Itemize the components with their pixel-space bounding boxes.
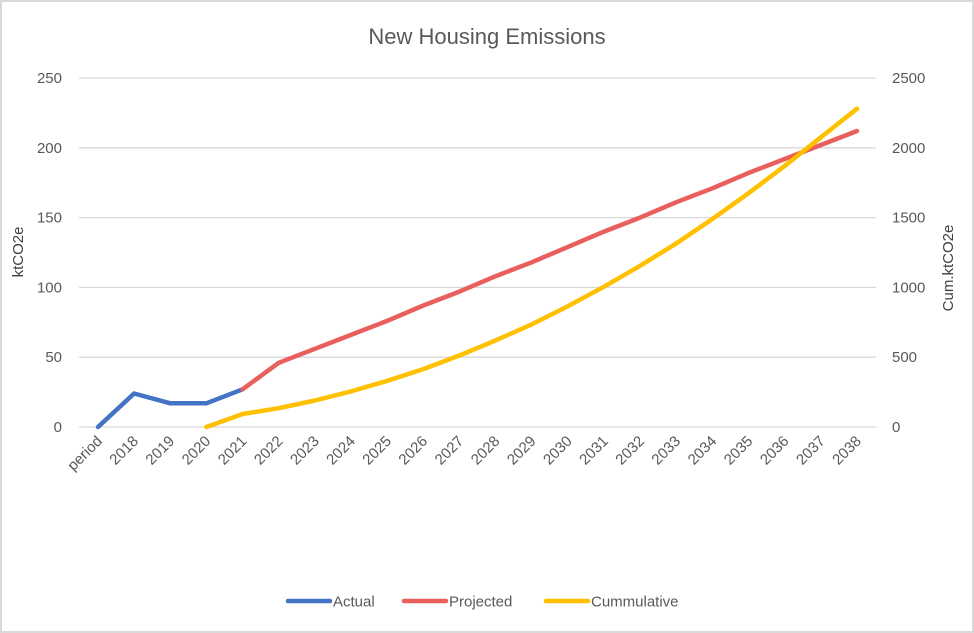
chart-title: New Housing Emissions (368, 24, 605, 49)
y2-tick-label: 1000 (892, 279, 925, 296)
x-tick-label: 2024 (323, 433, 359, 469)
x-tick-label: 2020 (179, 433, 215, 469)
series-line-actual (95, 387, 245, 430)
legend-item-cummulative: Cummulative (543, 594, 679, 611)
x-tick-label: 2032 (612, 433, 648, 469)
y-tick-label: 0 (54, 419, 62, 436)
x-tick-label: 2037 (793, 433, 829, 469)
y2-tick-label: 1500 (892, 210, 925, 227)
y2-tick-label: 2000 (892, 140, 925, 157)
legend-item-projected: Projected (401, 594, 512, 611)
x-tick-label: 2029 (504, 433, 540, 469)
y-tick-label: 150 (37, 210, 62, 227)
x-tick-label: 2031 (576, 433, 612, 469)
y-axis-left-label: ktCO2e (10, 227, 27, 278)
x-tick-label: 2026 (395, 433, 431, 469)
x-tick-label: 2019 (142, 433, 178, 469)
series-line-cummulative (204, 106, 860, 430)
x-tick-label: 2035 (721, 433, 757, 469)
y-tick-label: 200 (37, 140, 62, 157)
legend-item-actual: Actual (285, 594, 375, 611)
y2-tick-label: 500 (892, 349, 917, 366)
x-tick-label: 2034 (685, 433, 721, 469)
y-tick-label: 100 (37, 279, 62, 296)
legend-label: Cummulative (591, 594, 679, 611)
y2-tick-label: 0 (892, 419, 900, 436)
x-tick-label: 2021 (215, 433, 251, 469)
series-lines (95, 106, 860, 430)
x-tick-label: 2036 (757, 433, 793, 469)
gridlines (79, 77, 876, 428)
x-tick-label: 2030 (540, 433, 576, 469)
x-tick-label: period (64, 433, 106, 475)
x-axis-ticks: period 2018 2019 2020 2021 2022 2023 2024 2025 20… (64, 433, 865, 475)
y-tick-label: 250 (37, 70, 62, 87)
x-tick-label: 2027 (432, 433, 468, 469)
x-tick-label: 2038 (829, 433, 865, 469)
legend-label: Projected (449, 594, 512, 611)
y-axis-right-ticks: 0 500 1000 1500 2000 2500 (892, 70, 925, 436)
x-tick-label: 2022 (251, 433, 287, 469)
legend-label: Actual (333, 594, 375, 611)
y-axis-right-label: Cum.ktCO2e (940, 225, 957, 312)
y-tick-label: 50 (45, 349, 62, 366)
y-axis-left-ticks: 0 50 100 150 200 250 (37, 70, 62, 436)
x-tick-label: 2025 (359, 433, 395, 469)
y2-tick-label: 2500 (892, 70, 925, 87)
series-line-projected (240, 128, 860, 392)
x-tick-label: 2033 (648, 433, 684, 469)
legend: Actual Projected Cummulative (285, 594, 679, 611)
x-tick-label: 2023 (287, 433, 323, 469)
x-tick-label: 2018 (106, 433, 142, 469)
x-tick-label: 2028 (468, 433, 504, 469)
